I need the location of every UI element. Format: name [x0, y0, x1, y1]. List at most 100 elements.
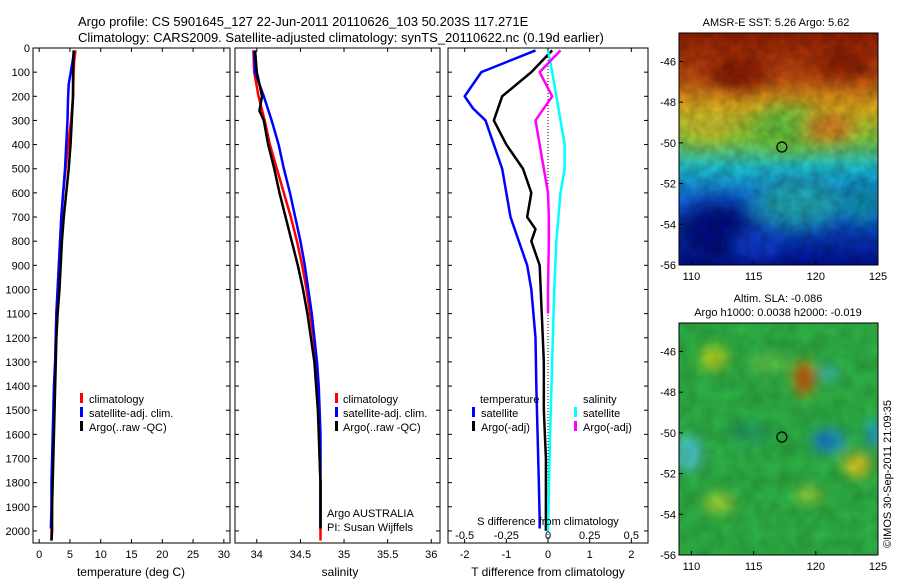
depth-tick-label: 700 — [12, 212, 30, 224]
x-tick-label: 20 — [156, 549, 168, 561]
lon-tick-label: 125 — [869, 271, 887, 283]
lon-tick-label: 120 — [807, 561, 825, 573]
depth-tick-label: 300 — [12, 115, 30, 127]
legend-label-sal-argo: Argo(-adj) — [583, 422, 632, 434]
series-line-salinity-satellite — [546, 50, 566, 531]
salinity-panel: 34 34.5 35 35.5 36 salinity climatology sate… — [234, 47, 441, 579]
pi-note: PI: Susan Wijffels — [327, 522, 413, 534]
temperature-series — [49, 50, 77, 541]
temperature-x-label: temperature (deg C) — [77, 565, 185, 579]
sst-map-frame — [678, 32, 879, 266]
x-tick-label: 34.5 — [290, 549, 311, 561]
x-tick-label: 36 — [425, 549, 437, 561]
legend-label-climatology: climatology — [343, 394, 399, 406]
lat-tick-label: -48 — [660, 97, 676, 109]
legend-label-sal-satellite: satellite — [583, 408, 620, 420]
depth-tick-label: 900 — [12, 260, 30, 272]
series-line-temperature-argo-adj- — [492, 49, 554, 531]
lat-tick-label: -50 — [660, 428, 676, 440]
legend-swatch-sal-argo — [574, 421, 577, 431]
x-tick-label: -2 — [460, 549, 470, 561]
lat-tick-label: -56 — [660, 550, 676, 562]
salinity-series — [252, 50, 322, 541]
sst-map-image — [679, 33, 878, 265]
lat-tick-label: -46 — [660, 346, 676, 358]
depth-tick-label: 1600 — [6, 429, 30, 441]
difference-series — [463, 49, 566, 531]
sst-map-panel: AMSR-E SST: 5.26 Argo: 5.62 — [660, 17, 887, 283]
sla-map-image — [679, 323, 878, 555]
depth-tick-label: 800 — [12, 236, 30, 248]
depth-tick-label: 2000 — [6, 526, 30, 538]
sla-map-title: Altim. SLA: -0.086 — [734, 293, 823, 305]
x-tick-label: -1 — [501, 549, 511, 561]
series-line-satellite-adj-clim- — [252, 50, 322, 529]
x-tick-label: 30 — [218, 549, 230, 561]
depth-tick-label: 200 — [12, 91, 30, 103]
series-line-temperature-satellite — [463, 49, 541, 529]
depth-ticks: 0 100 200 300 400 500 600 700 800 900 1000 1100 1200… — [6, 43, 230, 538]
s-difference-ticks: -0.5 -0.25 0 0.25 0.5 — [455, 530, 639, 542]
legend-label-argo-raw: Argo(..raw -QC) — [343, 422, 421, 434]
lat-tick-label: -50 — [660, 138, 676, 150]
legend-swatch-argo-raw — [335, 421, 338, 431]
lon-tick-label: 110 — [683, 271, 701, 283]
lat-tick-label: -54 — [660, 509, 676, 521]
salinity-legend: climatology satellite-adj. clim. Argo(..… — [335, 393, 427, 434]
depth-tick-label: 1000 — [6, 284, 30, 296]
lon-tick-label: 115 — [745, 561, 763, 573]
argo-location-marker — [776, 431, 788, 443]
sla-latitude-ticks: -46 -48 -50 -52 -54 -56 — [660, 346, 683, 562]
x-tick-label: 25 — [187, 549, 199, 561]
x-tick-label: 35 — [338, 549, 350, 561]
temperature-axes-frame — [32, 47, 231, 544]
lon-tick-label: 125 — [869, 561, 887, 573]
sst-latitude-ticks: -46 -48 -50 -52 -54 -56 — [660, 56, 683, 272]
salinity-depth-ticks — [235, 47, 440, 532]
x-tick-label: 10 — [95, 549, 107, 561]
legend-label-temp-argo: Argo(-adj) — [481, 422, 530, 434]
depth-tick-label: 1900 — [6, 502, 30, 514]
legend-label-satellite-adj: satellite-adj. clim. — [343, 408, 427, 420]
lon-tick-label: 110 — [683, 561, 701, 573]
argo-height-note: Argo h1000: 0.0038 h2000: -0.019 — [694, 307, 862, 319]
lat-tick-label: -48 — [660, 387, 676, 399]
legend-swatch-climatology — [80, 393, 83, 403]
s-difference-title: S difference from climatology — [477, 516, 619, 528]
lat-tick-label: -52 — [660, 179, 676, 191]
argo-country-note: Argo AUSTRALIA — [327, 508, 414, 520]
legend-label-temp-satellite: satellite — [481, 408, 518, 420]
sla-map-panel: Altim. SLA: -0.086 Argo h1000: 0.0038 h2… — [660, 293, 887, 573]
lon-tick-label: 115 — [745, 271, 763, 283]
legend-label-satellite-adj: satellite-adj. clim. — [89, 408, 173, 420]
lat-tick-label: -46 — [660, 56, 676, 68]
series-line-salinity-argo-adj- — [534, 49, 562, 314]
lat-tick-label: -54 — [660, 219, 676, 231]
x-tick-label: 2 — [628, 549, 634, 561]
legend-swatch-climatology — [335, 393, 338, 403]
s-diff-tick-label: -0.25 — [494, 530, 519, 542]
sla-longitude-ticks: 110 115 120 125 — [683, 551, 887, 573]
s-diff-tick-label: 0 — [545, 530, 551, 542]
x-tick-label: 35.5 — [377, 549, 398, 561]
series-line-argo-raw-qc- — [253, 50, 322, 529]
legend-swatch-satellite-adj — [335, 407, 338, 417]
x-tick-label: 0 — [36, 549, 42, 561]
legend-swatch-temp-argo — [472, 421, 475, 431]
imos-credit: ©IMOS 30-Sep-2011 21:09:35 — [882, 400, 894, 548]
depth-tick-label: 600 — [12, 188, 30, 200]
sla-map-frame — [678, 322, 879, 556]
series-line-argo-raw-qc- — [50, 50, 75, 541]
depth-tick-label: 500 — [12, 164, 30, 176]
t-difference-x-label: T difference from climatology — [471, 565, 625, 579]
legend-swatch-satellite-adj — [80, 407, 83, 417]
legend-head-temperature: temperature — [480, 394, 539, 406]
s-diff-tick-label: 0.25 — [579, 530, 600, 542]
legend-head-salinity: salinity — [583, 394, 617, 406]
temperature-panel: 0100200300400500600700800900100011001200… — [6, 43, 231, 579]
lat-tick-label: -56 — [660, 260, 676, 272]
sst-longitude-ticks: 110 115 120 125 — [683, 261, 887, 283]
temperature-legend: climatology satellite-adj. clim. Argo(..… — [80, 393, 173, 434]
depth-tick-label: 1800 — [6, 478, 30, 490]
depth-tick-label: 100 — [12, 67, 30, 79]
